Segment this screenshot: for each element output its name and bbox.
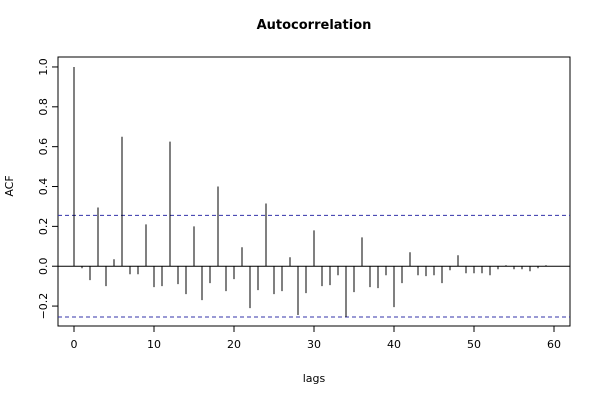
y-tick-label: 0.2 bbox=[37, 218, 50, 236]
acf-bars bbox=[73, 66, 547, 318]
x-tick-label: 50 bbox=[467, 338, 481, 351]
x-axis-label: lags bbox=[303, 372, 326, 385]
y-tick-label: 0.4 bbox=[37, 178, 50, 196]
x-tick-label: 40 bbox=[387, 338, 401, 351]
confidence-bounds bbox=[58, 214, 570, 318]
chart-title: Autocorrelation bbox=[257, 18, 372, 33]
y-tick-label: 0.8 bbox=[37, 98, 50, 116]
x-tick-label: 30 bbox=[307, 338, 321, 351]
y-axis: −0.2 0.0 0.2 0.4 0.6 0.8 1.0 bbox=[37, 58, 58, 319]
x-tick-label: 60 bbox=[547, 338, 561, 351]
y-tick-label: −0.2 bbox=[37, 293, 50, 320]
x-tick-label: 0 bbox=[71, 338, 78, 351]
x-axis: 0 10 20 30 40 50 60 bbox=[71, 326, 561, 351]
y-tick-label: 0.6 bbox=[37, 138, 50, 156]
y-tick-label: 0.0 bbox=[37, 257, 50, 275]
y-axis-label: ACF bbox=[3, 175, 16, 196]
x-tick-label: 10 bbox=[147, 338, 161, 351]
plot-frame bbox=[57, 56, 571, 327]
y-tick-label: 1.0 bbox=[37, 58, 50, 76]
x-tick-label: 20 bbox=[227, 338, 241, 351]
